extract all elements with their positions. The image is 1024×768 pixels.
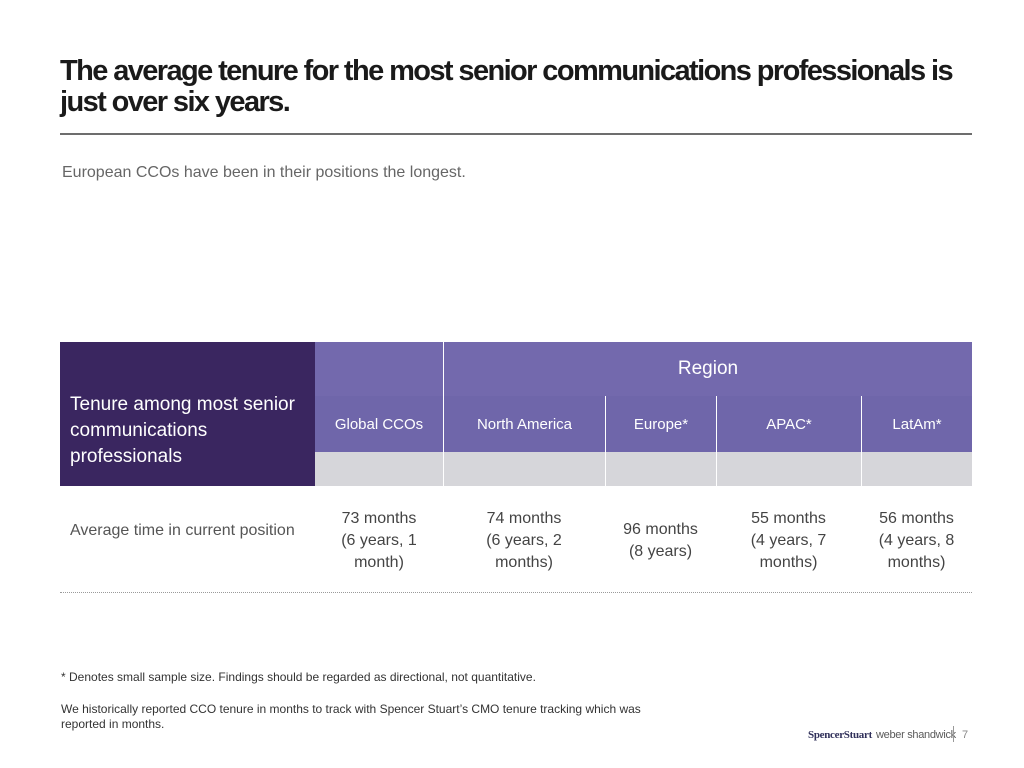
slide-title: The average tenure for the most senior c… (60, 55, 954, 118)
value-line: months) (759, 554, 818, 571)
slide-subtitle: European CCOs have been in their positio… (62, 164, 466, 181)
value-line: (6 years, 2 (486, 532, 562, 549)
header-band-cell (315, 452, 443, 486)
value-line: (8 years) (628, 543, 693, 560)
column-header-north-america: North America (443, 396, 605, 452)
value-line: months) (495, 554, 553, 571)
value-apac: 55 months (4 years, 7 months) (716, 506, 861, 576)
value-line: 96 months (623, 521, 698, 538)
row-header-cell: Tenure among most senior communications … (60, 342, 315, 486)
value-global: 73 months (6 years, 1 month) (315, 506, 443, 576)
value-line: (4 years, 8 (878, 532, 955, 549)
value-line: month) (354, 554, 404, 571)
value-line: 56 months (879, 510, 954, 527)
value-line: (6 years, 1 (341, 532, 417, 549)
header-band-cell (443, 452, 605, 486)
value-line: 74 months (486, 510, 562, 527)
column-header-latam: LatAm* (861, 396, 972, 452)
value-line: months) (887, 554, 946, 571)
value-line: 55 months (751, 510, 826, 527)
footnote-sample-size: * Denotes small sample size. Findings sh… (61, 670, 536, 684)
row-label: Average time in current position (70, 522, 295, 539)
value-europe: 96 months (8 years) (605, 506, 716, 576)
region-header: Region (443, 342, 972, 396)
value-latam: 56 months (4 years, 8 months) (861, 506, 972, 576)
column-header-apac: APAC* (716, 396, 861, 452)
header-band-cell (605, 452, 716, 486)
page-number: 7 (962, 729, 969, 741)
column-header-europe: Europe* (605, 396, 716, 452)
title-divider (60, 133, 972, 135)
header-band-cell (861, 452, 972, 486)
footnote-methodology: We historically reported CCO tenure in m… (61, 702, 641, 731)
row-divider (60, 592, 972, 593)
value-line: 73 months (341, 510, 417, 527)
value-line: (4 years, 7 (750, 532, 827, 549)
column-header-global: Global CCOs (315, 396, 443, 452)
value-north-america: 74 months (6 years, 2 months) (443, 506, 605, 576)
weber-shandwick-logo: weber shandwick (876, 729, 956, 741)
header-empty-cell (315, 342, 443, 396)
spencer-stuart-logo: SpencerStuart (808, 729, 872, 741)
header-band-cell (716, 452, 861, 486)
footer-divider (953, 726, 954, 742)
